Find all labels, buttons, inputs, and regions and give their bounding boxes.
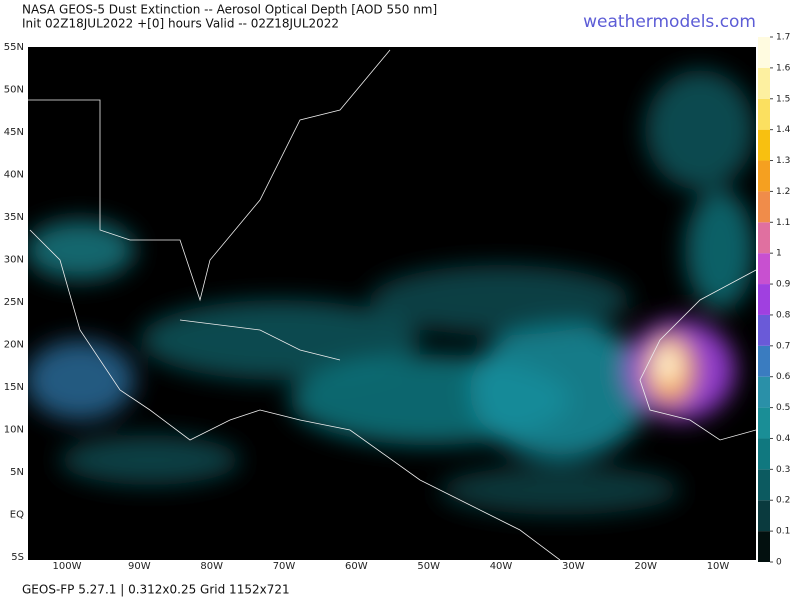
lat-label: 50N — [4, 85, 24, 96]
colorbar-label: 0.2 — [776, 496, 790, 506]
colorbar-label: 0.3 — [776, 465, 790, 475]
lon-label: 70W — [273, 561, 296, 572]
lon-label: 80W — [200, 561, 223, 572]
lat-label: 45N — [4, 127, 24, 138]
lon-label: 90W — [128, 561, 151, 572]
colorbar-label: 0.7 — [776, 341, 790, 351]
colorbar-segment — [758, 67, 770, 99]
lat-label: 30N — [4, 255, 24, 266]
lat-label: 10N — [4, 425, 24, 436]
lat-label: EQ — [10, 510, 24, 521]
colorbar-label: 0.5 — [776, 403, 790, 413]
colorbar-segment — [758, 376, 770, 408]
lon-label: 10W — [707, 561, 730, 572]
colorbar-label: 1.1 — [776, 218, 790, 228]
lat-label: 40N — [4, 170, 24, 181]
colorbar-segment — [758, 345, 770, 377]
colorbar-label: 0 — [776, 558, 782, 568]
lat-label: 35N — [4, 212, 24, 223]
coastlines — [28, 49, 756, 560]
lon-label: 30W — [562, 561, 585, 572]
colorbar-segment — [758, 500, 770, 532]
colorbar-label: 1.7 — [776, 33, 790, 43]
title: NASA GEOS-5 Dust Extinction -- Aerosol O… — [22, 3, 437, 17]
lat-label: 5S — [11, 552, 24, 563]
colorbar-label: 0.6 — [776, 372, 791, 382]
lat-label: 5N — [10, 467, 24, 478]
colorbar-segment — [758, 191, 770, 223]
lon-label: 40W — [490, 561, 513, 572]
lon-label: 60W — [345, 561, 368, 572]
colorbar-label: 1.3 — [776, 156, 790, 166]
lon-label: 100W — [53, 561, 82, 572]
colorbar-label: 1.6 — [776, 63, 791, 73]
subtitle: Init 02Z18JUL2022 +[0] hours Valid -- 02… — [22, 17, 339, 31]
lat-label: 25N — [4, 297, 24, 308]
colorbar-label: 0.4 — [776, 434, 791, 444]
colorbar-label: 1.5 — [776, 94, 790, 104]
dust-plumes — [28, 70, 755, 515]
colorbar-label: 0.9 — [776, 280, 791, 290]
colorbar-segment — [758, 314, 770, 346]
lon-label: 50W — [417, 561, 440, 572]
site-link[interactable]: weathermodels.com — [583, 12, 756, 32]
colorbar-segment — [758, 531, 770, 562]
colorbar-segment — [758, 37, 770, 68]
colorbar-label: 0.8 — [776, 310, 791, 320]
colorbar-label: 1.2 — [776, 187, 790, 197]
colorbar-segment — [758, 469, 770, 501]
colorbar-segment — [758, 160, 770, 192]
lon-label: 20W — [634, 561, 657, 572]
colorbar-segment — [758, 98, 770, 130]
colorbar-segment — [758, 129, 770, 161]
footer: GEOS-FP 5.27.1 | 0.312x0.25 Grid 1152x72… — [22, 583, 290, 597]
colorbar-segment — [758, 284, 770, 315]
colorbar-segment — [758, 407, 770, 439]
colorbar-label: 0.1 — [776, 527, 790, 537]
lat-label: 15N — [4, 382, 24, 393]
colorbar-segment — [758, 438, 770, 470]
colorbar-label: 1 — [776, 249, 782, 259]
colorbar-segment — [758, 253, 770, 285]
colorbar-segment — [758, 222, 770, 254]
colorbar-label: 1.4 — [776, 125, 791, 135]
lat-label: 55N — [4, 42, 24, 53]
lat-label: 20N — [4, 340, 24, 351]
